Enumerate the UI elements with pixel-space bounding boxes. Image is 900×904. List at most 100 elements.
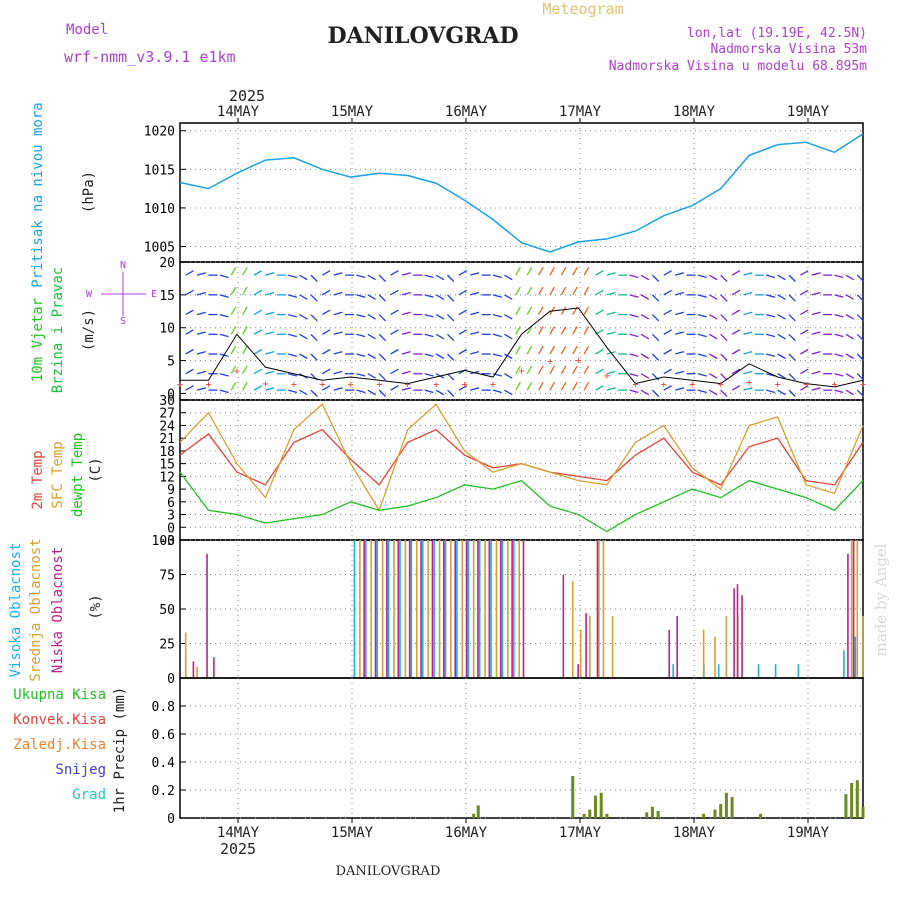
wind-barb <box>242 286 248 296</box>
precip-bar <box>730 797 734 818</box>
wind-barb <box>526 286 533 296</box>
top-date-label: 18MAY <box>673 104 716 120</box>
wind-barb <box>560 267 567 276</box>
wind-barb <box>777 294 786 300</box>
wind-barb <box>356 389 366 394</box>
wind-barb <box>299 333 308 340</box>
wind-barb <box>470 311 480 316</box>
wind-barb <box>766 294 776 298</box>
precip-panel: 0 0.2 0.4 0.6 0.8 <box>152 677 865 827</box>
wind-barb <box>538 267 544 276</box>
wind-barb <box>390 329 399 335</box>
wind-barb <box>299 314 308 320</box>
wind-barb <box>800 289 809 296</box>
y-tick-label: 0.8 <box>152 700 175 715</box>
wind-barb <box>424 333 434 338</box>
wind-barb <box>800 309 809 316</box>
wind-barb <box>447 389 455 397</box>
y-tick-label: 1020 <box>144 125 175 140</box>
wind-barb <box>196 331 206 335</box>
bottom-date-ticks: 14MAY 15MAY 16MAY 17MAY 18MAY 19MAY <box>217 818 830 841</box>
wind-barb <box>287 333 298 338</box>
bottom-date-label: 14MAY <box>217 825 260 841</box>
wind-barb <box>401 291 411 296</box>
lonlat-label: lon,lat (19.19E, 42.5N) <box>687 26 867 41</box>
wind-barb <box>390 368 399 375</box>
wind-gust-mark: + <box>860 380 866 391</box>
wind-gust-mark: + <box>262 379 268 390</box>
wind-barb <box>834 333 844 338</box>
wind-gust-mark: + <box>746 378 752 389</box>
year-bottom: 2025 <box>220 840 256 858</box>
pressure-line <box>179 133 864 253</box>
wind-barb <box>549 382 556 391</box>
wind-barb <box>811 311 821 316</box>
wind-barb <box>515 326 521 335</box>
wind-barb <box>800 368 809 375</box>
precip-legend-total: Ukupna Kisa <box>13 687 106 703</box>
wind-barb <box>583 365 590 375</box>
precip-legend-frozen: Zaledj.Kisa <box>13 737 106 753</box>
cloud-panel: 0 25 50 75 100 <box>152 534 864 687</box>
wind-barb <box>287 373 298 377</box>
wind-barb <box>629 274 639 279</box>
temp-label-dew: dewpt Temp <box>70 433 86 517</box>
wind-barb <box>560 365 567 375</box>
wind-barb <box>811 387 821 391</box>
wind-panel: 0 5 10 15 20 + + + + + + + + + + + + + + + + + + + + + + + + + <box>159 256 866 402</box>
y-tick-label: 24 <box>159 419 175 434</box>
precip-bar <box>476 805 480 818</box>
wind-barb <box>720 389 728 397</box>
wind-barb <box>196 311 206 316</box>
wind-barb <box>356 313 366 318</box>
wind-barb <box>356 333 366 338</box>
wind-barb <box>651 294 660 302</box>
wind-barb <box>856 274 865 282</box>
wind-barb <box>788 373 796 381</box>
wind-barb <box>310 389 318 397</box>
wind-barb <box>651 314 660 322</box>
wind-barb <box>230 306 237 315</box>
wind-barb <box>299 389 308 396</box>
wind-barb <box>333 291 343 296</box>
wind-barb <box>834 373 844 377</box>
wind-ylabel-2: Brzina i Pravac <box>50 267 66 393</box>
y-tick-label: 0.4 <box>152 756 176 771</box>
precip-bar <box>593 795 597 818</box>
wind-barb <box>788 353 796 361</box>
wind-barb <box>492 294 502 298</box>
wind-barb <box>526 326 533 335</box>
y-tick-label: 15 <box>159 289 175 304</box>
wind-barb <box>549 345 556 355</box>
wind-barb <box>583 286 590 296</box>
wind-barb <box>549 267 556 276</box>
wind-barb <box>356 373 366 377</box>
wind-barb <box>356 274 366 279</box>
wind-barb <box>321 348 331 355</box>
wind-barb <box>321 385 331 391</box>
wind-barb <box>800 348 809 355</box>
wind-barb <box>242 382 248 391</box>
wind-barb <box>788 314 796 322</box>
wind-barb <box>253 309 263 316</box>
wind-barb <box>651 333 660 342</box>
wind-barb <box>447 373 455 381</box>
wind-barb <box>492 313 502 318</box>
y-tick-label: 0 <box>167 521 175 536</box>
y-tick-label: 15 <box>159 458 175 473</box>
wind-barb <box>378 333 387 342</box>
wind-barb <box>401 272 411 276</box>
wind-barb <box>834 294 844 298</box>
top-date-ticks: 14MAY 15MAY 16MAY 17MAY 18MAY 19MAY <box>217 104 830 123</box>
wind-gust-mark: + <box>547 357 553 368</box>
wind-barb <box>697 333 707 338</box>
wind-barb <box>242 345 248 355</box>
panel-frame <box>179 677 864 819</box>
precip-bar <box>724 792 728 818</box>
wind-barb <box>299 274 308 281</box>
wind-barb <box>731 309 741 316</box>
wind-barb <box>766 389 776 394</box>
wind-barb <box>265 331 275 335</box>
wind-gust-mark: + <box>832 380 838 391</box>
wind-barb <box>709 274 718 281</box>
